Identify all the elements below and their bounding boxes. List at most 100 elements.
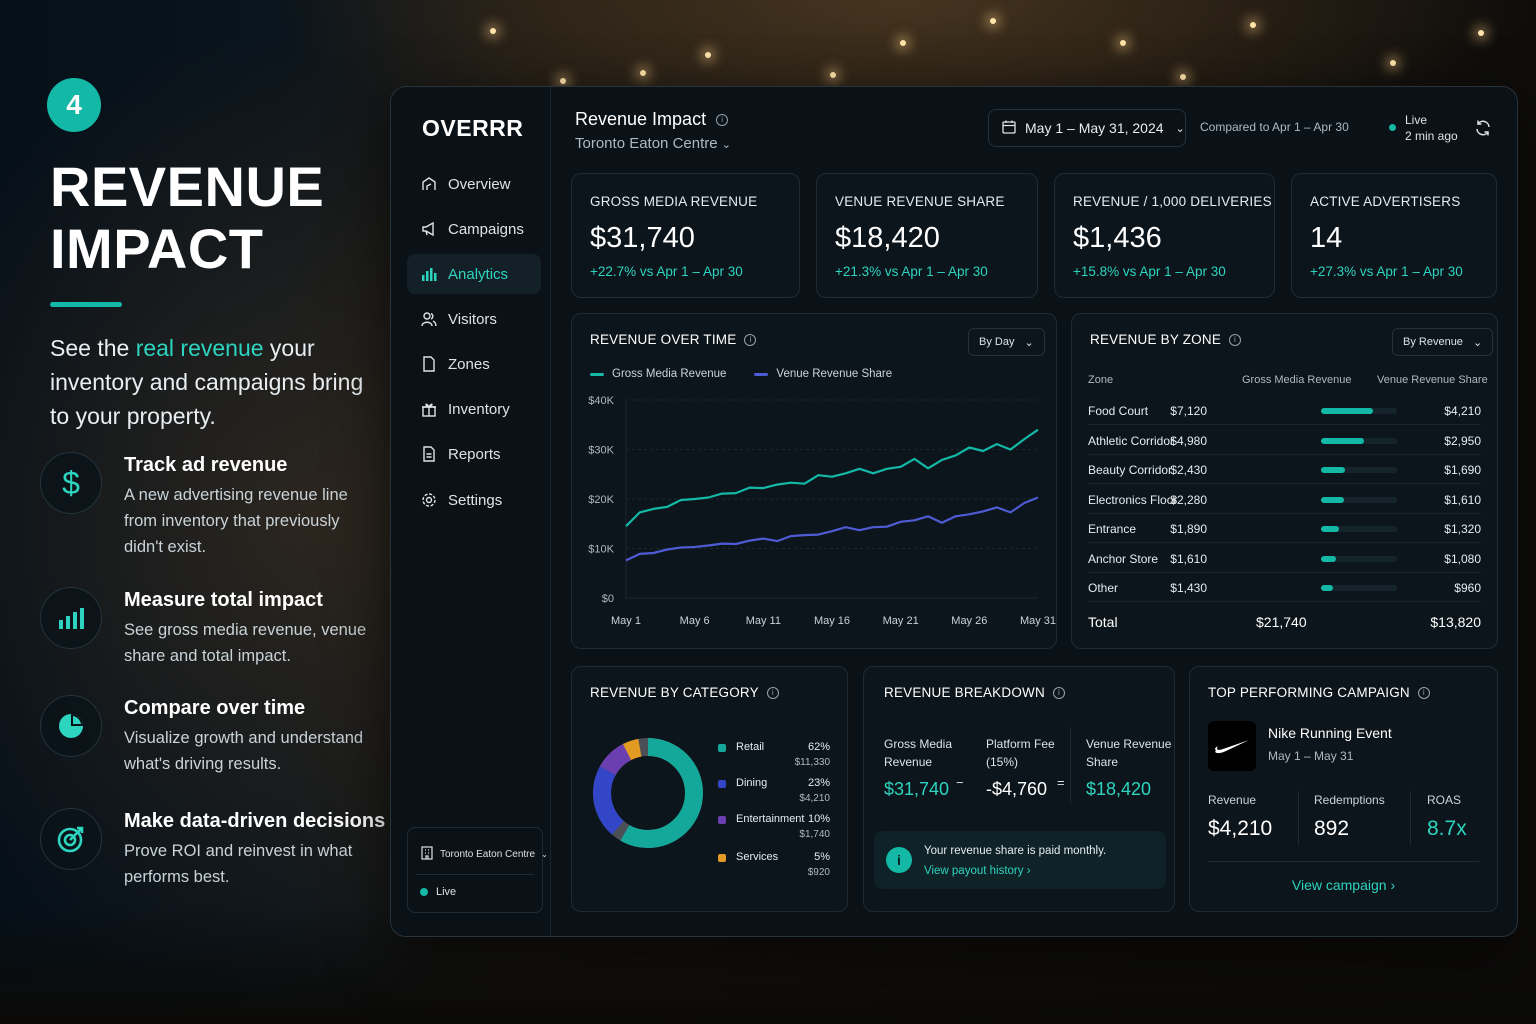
info-icon[interactable]: i xyxy=(744,333,757,346)
donut-segment-retail xyxy=(593,738,703,848)
metric-revenue: $4,210 xyxy=(1208,817,1273,840)
venue-switcher[interactable]: Toronto Eaton Centre ⌄ Live xyxy=(407,827,548,913)
x-tick-label: May 31 xyxy=(1020,615,1056,627)
category-value: $11,330 xyxy=(794,757,830,768)
zone-gross: $1,430 xyxy=(1170,581,1207,595)
sidebar: OVERRR Overview Campaigns Analytics Visi… xyxy=(391,87,551,936)
category-pct: 10% xyxy=(807,813,830,825)
category-value: $4,210 xyxy=(799,793,830,804)
nav-inventory[interactable]: Inventory xyxy=(407,389,541,429)
nav-zones[interactable]: Zones xyxy=(407,344,541,384)
zone-share: $1,080 xyxy=(1444,551,1481,566)
gift-icon xyxy=(420,400,438,418)
card-title: REVENUE BY CATEGORY i xyxy=(590,685,779,700)
view-campaign-link[interactable]: View campaign › xyxy=(1291,877,1396,893)
promo-headline: REVENUE IMPACT xyxy=(50,155,325,280)
live-dot xyxy=(1389,124,1396,131)
category-pct: 5% xyxy=(814,851,830,863)
info-icon[interactable]: i xyxy=(716,113,729,126)
document-icon xyxy=(420,355,438,373)
x-tick-label: May 6 xyxy=(680,615,710,627)
campaign-dates: May 1 – May 31 xyxy=(1268,749,1354,763)
pie-chart-icon xyxy=(40,695,102,757)
column-header: Gross Media Revenue xyxy=(1242,374,1352,386)
category-name: Entertainment xyxy=(736,813,805,825)
gear-icon xyxy=(420,491,438,509)
share-value: $18,420 xyxy=(1086,779,1152,799)
step-badge: 4 xyxy=(47,78,101,132)
feature-track-revenue: $ Track ad revenue A new advertising rev… xyxy=(40,452,380,562)
card-title: REVENUE OVER TIME i xyxy=(590,332,757,347)
sort-by-select[interactable]: By Revenue ⌄ xyxy=(1392,328,1494,356)
legend-item: Retail 62% $11,330 xyxy=(718,741,830,771)
legend-swatch xyxy=(718,780,726,788)
building-icon xyxy=(420,846,434,863)
analytics-icon xyxy=(420,265,438,283)
nav-settings[interactable]: Settings xyxy=(407,480,541,520)
zone-share-bar-fill xyxy=(1321,467,1346,473)
zone-gross: $1,890 xyxy=(1170,522,1207,536)
nav-reports[interactable]: Reports xyxy=(407,434,541,474)
nav-analytics[interactable]: Analytics xyxy=(407,254,541,294)
zone-share-bar xyxy=(1321,437,1397,444)
dollar-icon: $ xyxy=(40,452,102,514)
refresh-icon[interactable] xyxy=(1474,119,1492,142)
x-tick-label: May 16 xyxy=(814,615,850,627)
info-icon[interactable]: i xyxy=(1052,686,1065,699)
series-line-gross-media-revenue xyxy=(625,428,1039,527)
zone-gross: $2,430 xyxy=(1170,463,1207,477)
zone-name: Anchor Store xyxy=(1088,551,1159,566)
legend-swatch xyxy=(718,744,726,752)
nav-visitors[interactable]: Visitors xyxy=(407,299,541,339)
donut-segment-dining xyxy=(593,738,703,848)
metric-roas: 8.7x xyxy=(1427,817,1467,840)
report-icon xyxy=(420,445,438,463)
nav-overview[interactable]: Overview xyxy=(407,164,541,204)
dashboard-window: OVERRR Overview Campaigns Analytics Visi… xyxy=(390,86,1518,937)
info-icon[interactable]: i xyxy=(1229,333,1242,346)
minus-sign: − xyxy=(956,775,964,790)
chevron-down-icon: ⌄ xyxy=(541,850,548,859)
venue-dropdown[interactable]: Toronto Eaton Centre ⌄ xyxy=(575,135,731,152)
overview-icon xyxy=(420,175,438,193)
metric-label: ROAS xyxy=(1427,793,1462,807)
card-title: REVENUE BY ZONE i xyxy=(1090,332,1242,347)
x-tick-label: May 1 xyxy=(611,615,641,627)
zone-name: Other xyxy=(1088,581,1119,595)
view-payout-history-link[interactable]: View payout history › xyxy=(924,865,1031,877)
legend-item: Entertainment 10% $1,740 xyxy=(718,813,830,843)
chevron-right-icon: › xyxy=(1390,877,1396,893)
top-campaign-card: TOP PERFORMING CAMPAIGN i Nike Running Ev… xyxy=(1189,666,1498,912)
card-title: REVENUE BREAKDOWN i xyxy=(884,685,1065,700)
info-icon[interactable]: i xyxy=(1417,686,1430,699)
info-icon[interactable]: i xyxy=(766,686,779,699)
chevron-down-icon: ⌄ xyxy=(1175,122,1185,135)
zone-share-bar-fill xyxy=(1321,555,1337,562)
category-name: Dining xyxy=(736,777,768,789)
x-tick-label: May 26 xyxy=(951,615,987,627)
date-range-picker[interactable]: May 1 – May 31, 2024 ⌄ xyxy=(988,109,1186,147)
y-tick-label: $30K xyxy=(588,445,614,457)
zone-share-bar xyxy=(1321,555,1397,562)
group-by-select[interactable]: By Day ⌄ xyxy=(968,328,1045,356)
category-name: Services xyxy=(736,851,779,863)
nav-campaigns[interactable]: Campaigns xyxy=(407,209,541,249)
table-row: Entrance $1,890 $1,320 xyxy=(1088,514,1481,543)
zone-name: Athletic Corridor xyxy=(1088,433,1175,448)
campaign-name: Nike Running Event xyxy=(1268,725,1392,741)
zone-share-bar xyxy=(1321,467,1397,473)
zone-gross: $4,980 xyxy=(1170,433,1207,448)
table-row: Other $1,430 $960 xyxy=(1088,573,1481,602)
gross-value: $31,740 xyxy=(884,779,950,799)
y-tick-label: $0 xyxy=(602,593,614,605)
share-label: Venue Revenue Share xyxy=(1086,737,1172,769)
nike-swoosh-logo xyxy=(1208,721,1256,771)
metric-redemptions: 892 xyxy=(1314,817,1350,840)
chart-legend: Gross Media Revenue Venue Revenue Share xyxy=(590,368,892,380)
zone-share: $1,690 xyxy=(1444,463,1481,477)
kpi-revenue-per-1000-deliveries: REVENUE / 1,000 DELIVERIES $1,436 +15.8% v… xyxy=(1054,173,1275,298)
equals-sign: = xyxy=(1057,775,1065,790)
series-line-venue-revenue-share xyxy=(625,496,1039,562)
zone-share: $960 xyxy=(1454,581,1481,595)
venue-status: Live xyxy=(436,886,457,898)
